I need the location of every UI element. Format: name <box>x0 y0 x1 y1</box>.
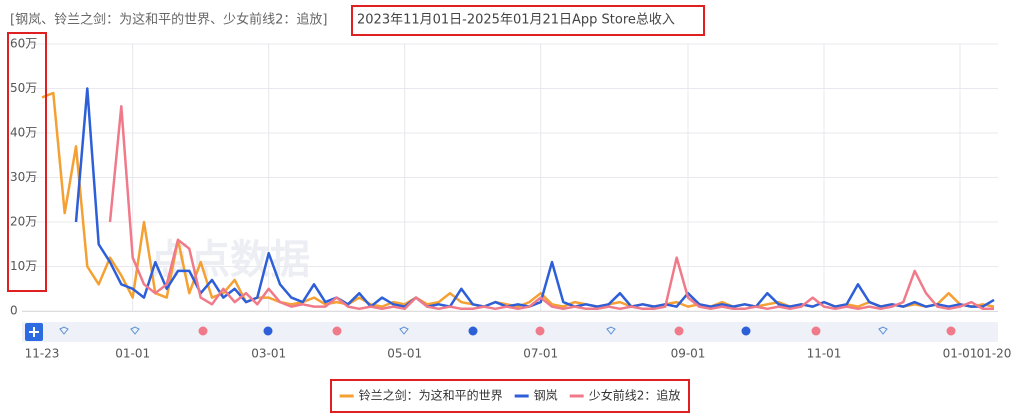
y-tick-label: 50万 <box>10 81 37 95</box>
chart-title: [钢岚、铃兰之剑：为这和平的世界、少女前线2：追放] <box>10 12 327 28</box>
strip-bg <box>22 322 998 342</box>
x-tick-label: 07-01 <box>523 347 558 361</box>
x-tick-label: 11-23 <box>25 347 60 361</box>
chart-subtitle: 2023年11月01日-2025年01月21日App Store总收入 <box>357 13 675 28</box>
add-icon <box>29 327 39 337</box>
series-line <box>41 91 995 308</box>
highlight-box <box>7 32 47 292</box>
y-tick-label: 40万 <box>10 126 37 140</box>
y-tick-label: 0 <box>10 304 18 318</box>
legend-label: 少女前线2：追放 <box>589 388 681 403</box>
series-line <box>108 105 994 311</box>
highlight-boxes <box>7 5 705 413</box>
y-tick-label: 30万 <box>10 170 37 184</box>
event-strip <box>22 322 998 342</box>
event-icons <box>59 326 956 336</box>
x-tick-label: 01-01 <box>943 347 978 361</box>
x-tick-label: 01-01 <box>115 347 150 361</box>
x-tick-label: 09-01 <box>671 347 706 361</box>
legend-label: 铃兰之剑：为这和平的世界 <box>359 388 503 403</box>
x-tick-label: 05-01 <box>387 347 422 361</box>
x-tick-label: 11-01 <box>807 347 842 361</box>
highlight-box <box>351 5 705 36</box>
x-tick-label: 01-20 <box>977 347 1012 361</box>
highlight-box <box>330 379 690 413</box>
y-tick-label: 20万 <box>10 215 37 229</box>
legend: 铃兰之剑：为这和平的世界 钢岚 少女前线2：追放 <box>339 388 681 403</box>
plot <box>22 43 998 312</box>
y-tick-label: 10万 <box>10 259 37 273</box>
series-line <box>74 87 995 308</box>
legend-label: 钢岚 <box>534 389 558 403</box>
y-tick-label: 60万 <box>10 37 37 51</box>
x-tick-label: 03-01 <box>251 347 286 361</box>
